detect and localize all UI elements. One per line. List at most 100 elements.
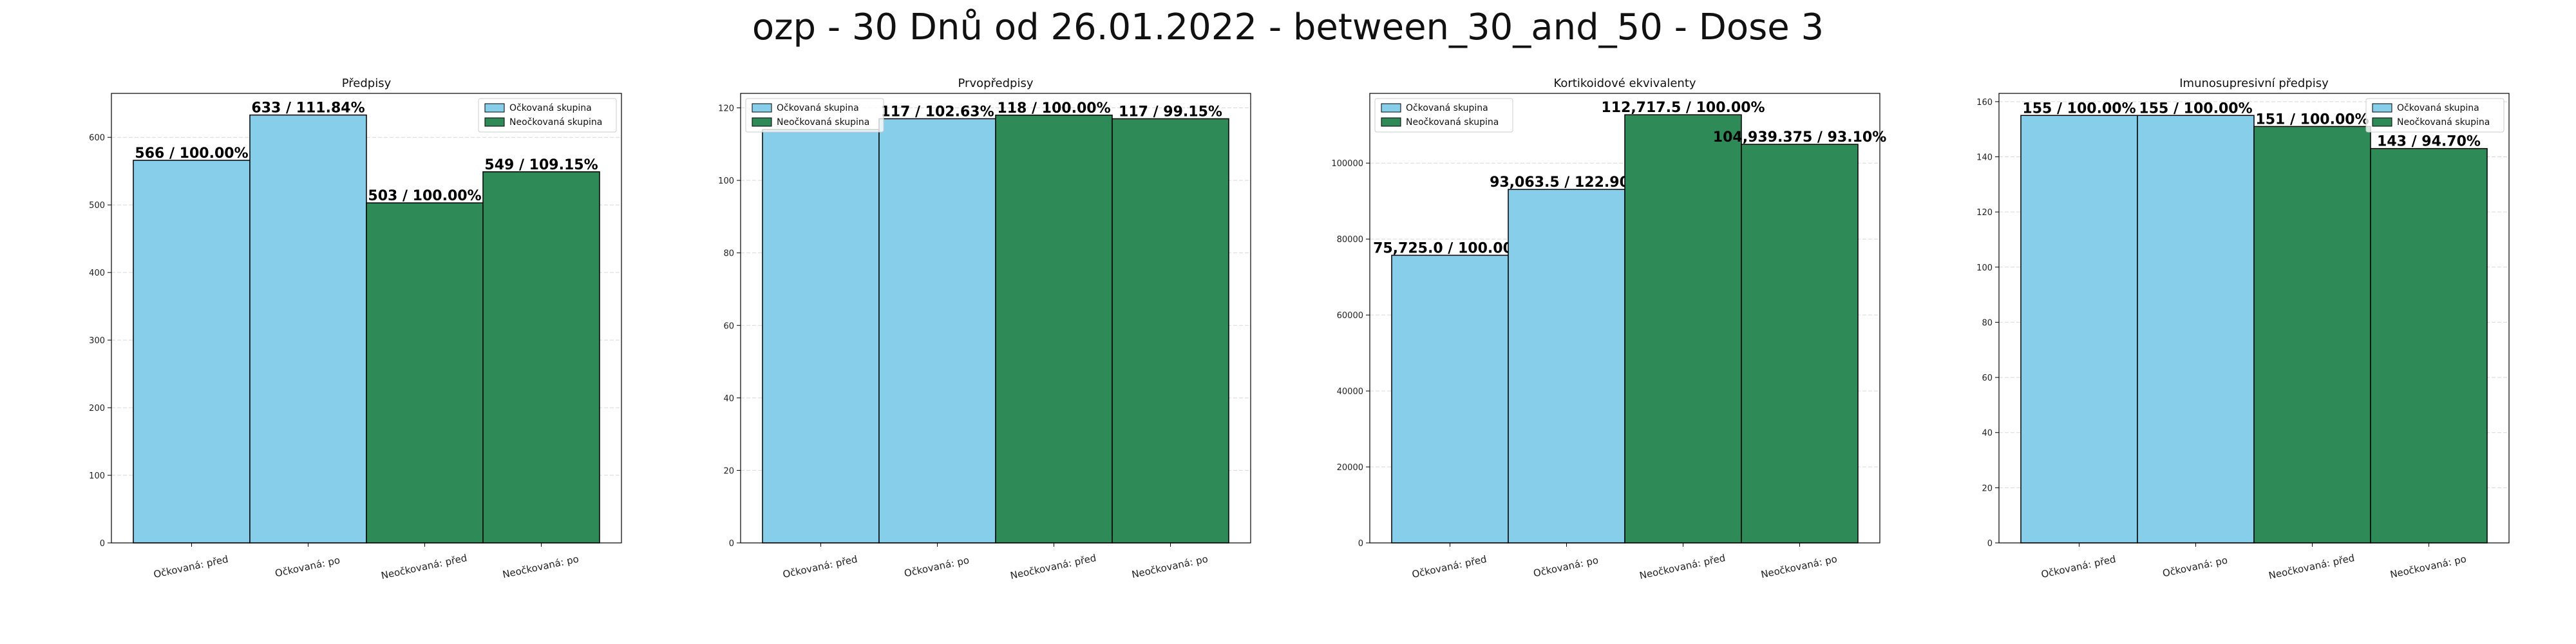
legend-swatch bbox=[752, 117, 772, 127]
bar bbox=[1741, 144, 1859, 544]
x-tick-label: Neočkovaná: po bbox=[1131, 553, 1209, 581]
legend-label: Neočkovaná skupina bbox=[2397, 117, 2490, 128]
legend-box bbox=[2365, 98, 2505, 133]
legend-label: Očkovaná skupina bbox=[1406, 103, 1488, 113]
y-tick-label: 80 bbox=[723, 249, 734, 259]
bar-value-label: 117 / 102.63% bbox=[880, 104, 994, 120]
y-tick-label: 120 bbox=[1976, 208, 1993, 218]
x-tick-label: Neočkovaná: před bbox=[2268, 552, 2356, 582]
y-tick-label: 120 bbox=[718, 104, 734, 114]
bar bbox=[133, 160, 251, 544]
bar bbox=[2137, 115, 2255, 544]
legend-swatch bbox=[484, 103, 505, 113]
x-tick-label: Neočkovaná: před bbox=[1638, 552, 1727, 582]
x-tick-label: Očkovaná: před bbox=[782, 553, 858, 580]
bar bbox=[482, 171, 600, 544]
x-tick-label: Neočkovaná: před bbox=[1009, 552, 1097, 582]
legend-box bbox=[1374, 98, 1513, 133]
x-tick-label: Očkovaná: po bbox=[1532, 554, 1599, 580]
y-tick-label: 80 bbox=[1982, 318, 1993, 328]
axes-frame bbox=[1998, 93, 2510, 544]
x-tick-label: Neočkovaná: po bbox=[2389, 553, 2468, 581]
chart-prvopredpisy: Prvopředpisy 0 20 40 60 80 100 120 Očkovaná: pře… bbox=[718, 77, 1251, 582]
legend-swatch bbox=[484, 117, 505, 127]
subplot-title: Předpisy bbox=[342, 77, 392, 90]
x-tick-label: Neočkovaná: před bbox=[380, 552, 468, 582]
legend: Očkovaná skupina Neočkovaná skupina bbox=[2365, 98, 2505, 133]
bar-value-label: 566 / 100.00% bbox=[135, 146, 248, 162]
axes-frame bbox=[1369, 93, 1880, 544]
bar bbox=[995, 115, 1113, 544]
y-tick-label: 500 bbox=[89, 201, 105, 211]
bar bbox=[2253, 126, 2371, 544]
y-tick-label: 20 bbox=[723, 466, 734, 476]
y-tick-label: 600 bbox=[89, 133, 105, 143]
plot-area: Prvopředpisy 0 20 40 60 80 100 120 Očkovaná: pře… bbox=[718, 77, 1251, 582]
legend-label: Očkovaná skupina bbox=[2397, 103, 2479, 113]
chart-predpisy: Předpisy 0 100 200 300 400 500 600 566 / 100.00%… bbox=[89, 77, 622, 582]
y-tick-label: 200 bbox=[89, 404, 105, 413]
subplot-title: Imunosupresivní předpisy bbox=[2179, 77, 2329, 90]
legend: Očkovaná skupina Neočkovaná skupina bbox=[745, 98, 884, 133]
y-tick-label: 160 bbox=[1976, 98, 1993, 108]
x-tick-label: Očkovaná: po bbox=[903, 554, 970, 580]
y-tick-label: 20 bbox=[1982, 484, 1993, 493]
y-tick-label: 300 bbox=[89, 336, 105, 346]
y-tick-label: 40000 bbox=[1337, 387, 1363, 397]
y-tick-label: 40 bbox=[1982, 429, 1993, 439]
x-tick-label: Očkovaná: po bbox=[274, 554, 341, 580]
bar-value-label: 112,717.5 / 100.00% bbox=[1601, 100, 1765, 116]
x-tick-label: Neočkovaná: po bbox=[502, 553, 580, 581]
y-tick-label: 0 bbox=[1987, 539, 1993, 549]
legend-label: Očkovaná skupina bbox=[777, 103, 859, 113]
bar-value-label: 503 / 100.00% bbox=[368, 188, 481, 204]
legend-swatch bbox=[2372, 103, 2392, 113]
figure-title: ozp - 30 Dnů od 26.01.2022 - between_30_… bbox=[752, 6, 1824, 48]
legend-label: Neočkovaná skupina bbox=[509, 117, 602, 128]
legend-swatch bbox=[752, 103, 772, 113]
bar bbox=[366, 202, 484, 544]
y-tick-label: 40 bbox=[723, 394, 734, 404]
subplot-title: Kortikoidové ekvivalenty bbox=[1553, 77, 1696, 90]
bar-value-label: 118 / 100.00% bbox=[997, 100, 1110, 117]
y-tick-label: 0 bbox=[729, 539, 734, 549]
legend-swatch bbox=[1381, 117, 1401, 127]
bar-value-label: 117 / 99.15% bbox=[1119, 104, 1222, 120]
y-tick-label: 20000 bbox=[1337, 463, 1363, 473]
y-tick-label: 100 bbox=[1976, 263, 1993, 273]
chart-imunosupresivni-predpisy: Imunosupresivní předpisy 0 20 40 60 80 100 120 1… bbox=[1976, 77, 2510, 582]
legend-label: Očkovaná skupina bbox=[509, 103, 592, 113]
x-tick-label: Očkovaná: před bbox=[2040, 553, 2117, 580]
bar-value-label: 104,939.375 / 93.10% bbox=[1713, 129, 1886, 146]
y-tick-label: 140 bbox=[1976, 153, 1993, 162]
bar-value-label: 143 / 94.70% bbox=[2377, 134, 2481, 150]
plot-area: Kortikoidové ekvivalenty 0 20000 40000 60000… bbox=[1331, 77, 1886, 582]
y-tick-label: 100000 bbox=[1331, 159, 1363, 169]
bar bbox=[249, 114, 367, 544]
axes-frame bbox=[111, 93, 622, 544]
x-tick-label: Očkovaná: po bbox=[2161, 554, 2228, 580]
legend-label: Neočkovaná skupina bbox=[1406, 117, 1499, 128]
legend-box bbox=[478, 98, 617, 133]
bar bbox=[2020, 115, 2138, 544]
bar-value-label: 75,725.0 / 100.00% bbox=[1373, 240, 1527, 256]
bar bbox=[762, 129, 880, 544]
bar bbox=[878, 118, 996, 544]
bar bbox=[1391, 254, 1509, 544]
bar-value-label: 93,063.5 / 122.90% bbox=[1490, 175, 1643, 191]
bar bbox=[2370, 147, 2488, 544]
legend-box bbox=[745, 98, 884, 133]
x-tick-label: Neočkovaná: po bbox=[1760, 553, 1839, 581]
subplot-title: Prvopředpisy bbox=[958, 77, 1034, 90]
y-tick-label: 60000 bbox=[1337, 311, 1363, 321]
chart-kortikoidove-ekvivalenty: Kortikoidové ekvivalenty 0 20000 40000 60000… bbox=[1331, 77, 1886, 582]
bar bbox=[1624, 114, 1742, 544]
plot-area: Imunosupresivní předpisy 0 20 40 60 80 100 120 1… bbox=[1976, 77, 2510, 582]
legend-swatch bbox=[2372, 117, 2392, 127]
y-tick-label: 100 bbox=[718, 176, 734, 186]
plot-area: Předpisy 0 100 200 300 400 500 600 566 / 100.00%… bbox=[89, 77, 622, 582]
y-tick-label: 400 bbox=[89, 269, 105, 278]
y-tick-label: 0 bbox=[100, 539, 105, 549]
y-tick-label: 80000 bbox=[1337, 235, 1363, 245]
legend-swatch bbox=[1381, 103, 1401, 113]
